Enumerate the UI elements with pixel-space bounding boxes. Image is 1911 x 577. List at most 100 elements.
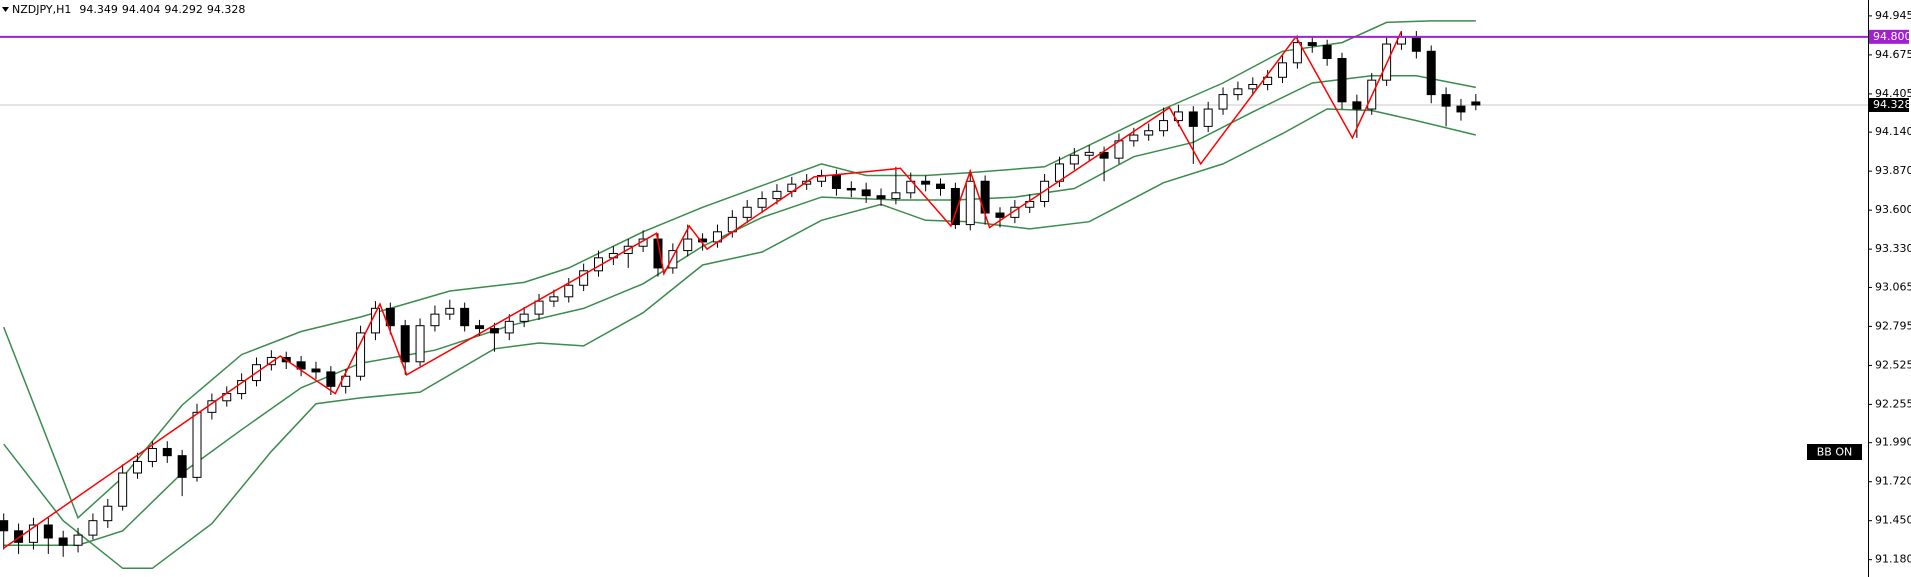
candle-body [579,270,589,286]
candle-body [400,325,410,363]
candle-body [876,195,886,200]
candle-body [1233,88,1243,96]
candle-body [1471,101,1481,106]
level-label-box [1869,29,1909,44]
price-label-box [1869,98,1909,113]
candle-body [742,206,752,218]
candle-body [475,325,485,330]
candle-body [668,250,678,269]
y-tick-label: 91.450 [1875,514,1911,527]
candle-body [118,472,128,507]
candle-body [1292,42,1302,64]
candle-body [772,190,782,200]
candle-body [504,320,514,334]
y-tick-label: 94.140 [1875,125,1911,138]
candle-body [831,174,841,189]
candle-body [1144,130,1154,136]
candle-body [445,307,455,315]
candle-body [1307,42,1317,46]
candle-body [430,313,440,327]
chart-header: NZDJPY,H1 94.349 94.404 94.292 94.328 [12,3,245,16]
candle-body [683,238,693,252]
level-label: 94.800 [1873,30,1911,43]
candle-body [460,307,470,327]
candle-body [147,447,157,462]
header-close: 94.328 [207,3,246,16]
candle-body [162,447,172,457]
candle-body [133,460,143,474]
candle-body [1069,154,1079,165]
y-tick-label: 94.675 [1875,48,1911,61]
candle-body [549,296,559,302]
candle-body [519,313,529,322]
candle-body [73,534,83,546]
y-tick-label: 93.065 [1875,280,1911,293]
candle-body [534,300,544,315]
header-high: 94.404 [122,3,161,16]
y-tick-label: 93.600 [1875,203,1911,216]
candle-body [1203,108,1213,127]
candle-body [1352,101,1362,110]
candle-body [1218,94,1228,110]
candle-body [965,180,975,226]
candle-body [1337,57,1347,103]
candle-body [0,520,9,532]
symbol: NZDJPY,H1 [12,3,71,16]
overlay-line [3,30,1403,549]
candle-body [1426,50,1436,96]
candle-body [1129,134,1139,142]
y-tick-label: 92.795 [1875,319,1911,332]
indicator-label-box [1807,444,1862,460]
y-tick-label: 93.870 [1875,164,1911,177]
candle-body [1411,36,1421,52]
candle-body [356,332,366,377]
candle-body [921,180,931,185]
candle-body [14,530,24,543]
y-tick-label: 91.990 [1875,436,1911,449]
candle-body [936,183,946,189]
candle-body [1010,206,1020,218]
header-open: 94.349 [79,3,118,16]
candle-body [489,328,499,334]
overlay-line [3,108,1476,570]
candle-body [103,505,113,522]
candle-body [757,198,767,208]
candle-body [266,356,276,366]
y-tick-label: 91.720 [1875,475,1911,488]
candle-body [1248,83,1258,90]
candle-body [1099,151,1109,159]
y-tick-label: 92.525 [1875,358,1911,371]
candle-body [1159,120,1169,132]
candle-body [192,411,202,478]
candle-body [995,212,1005,218]
y-tick-label: 92.255 [1875,397,1911,410]
candle-body [698,238,708,243]
candle-body [237,380,247,395]
candle-body [311,368,321,373]
candle-body [415,325,425,363]
candle-body [564,284,574,298]
candle-body [1322,44,1332,59]
y-tick-label: 94.945 [1875,9,1911,22]
candle-body [326,371,336,387]
candle-body [207,400,217,413]
candle-body [1278,62,1288,78]
y-tick-label: 93.330 [1875,242,1911,255]
candle-body [1188,111,1198,127]
symbol-menu-arrow[interactable] [2,7,9,12]
candle-body [861,189,871,197]
candle-body [950,187,960,226]
header-low: 94.292 [164,3,203,16]
candle-body [43,524,53,539]
candle-body [1441,94,1451,107]
candle-body [891,192,901,200]
y-tick-label: 91.180 [1875,553,1911,566]
candle-body [846,187,856,191]
overlay-line [3,75,1476,546]
indicator-label: BB ON [1817,446,1852,459]
candle-body [177,455,187,478]
candle-body [296,361,306,370]
y-tick-label: 94.405 [1875,87,1911,100]
